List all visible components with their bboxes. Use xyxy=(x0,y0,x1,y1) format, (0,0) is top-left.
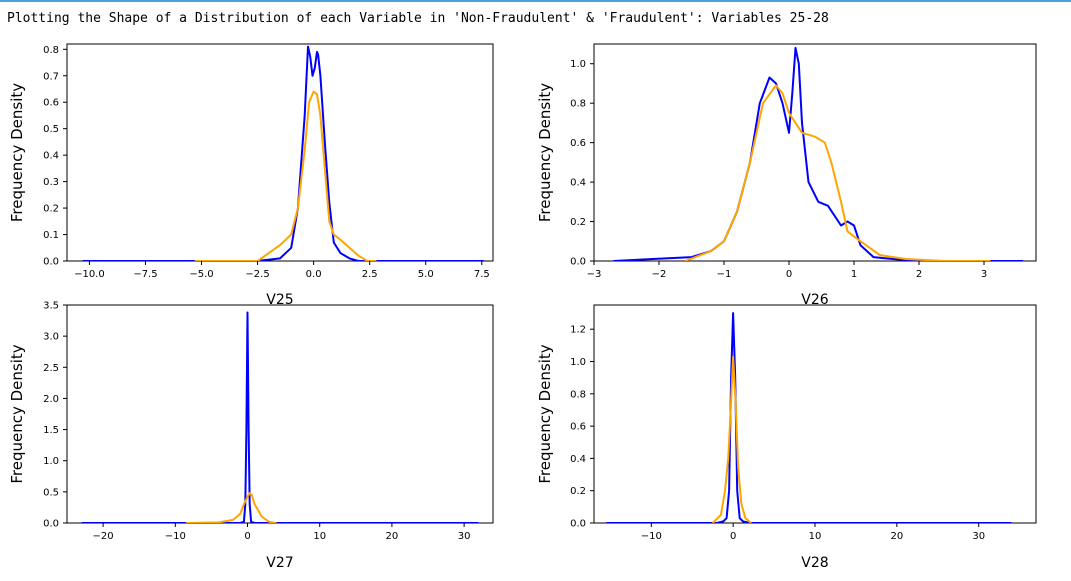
x-tick-label: 0.0 xyxy=(306,269,322,280)
x-axis-label: V27 xyxy=(266,555,293,571)
y-tick-label: 0.6 xyxy=(570,138,586,149)
chart-v28: −10 0 10 20 30 0.0 0.2 0.4 0.6 0.8 1.0 1.2 V28 Freque… xyxy=(536,304,1037,571)
series-line-orange xyxy=(186,492,277,523)
y-tick-label: 0.2 xyxy=(570,217,586,228)
y-tick-label: 2.5 xyxy=(43,363,59,374)
y-tick-label: 0.8 xyxy=(570,99,586,110)
plot-frame xyxy=(66,43,494,262)
x-tick-label: 10 xyxy=(313,531,326,542)
x-tick-label: −5.0 xyxy=(189,269,213,280)
x-tick-label: 0 xyxy=(786,269,792,280)
y-tick-label: 0.4 xyxy=(43,151,59,162)
x-tick-label: −2.5 xyxy=(245,269,269,280)
x-tick-label: 20 xyxy=(890,531,903,542)
y-tick-label: 0.4 xyxy=(570,178,586,189)
chart-v27: −20 −10 0 10 20 30 0.0 0.5 1.0 1.5 2.0 2.5 3.0 3.5 V27… xyxy=(8,301,494,571)
plot-frame xyxy=(593,43,1037,262)
series-line-orange xyxy=(684,84,991,261)
plot-frame xyxy=(66,304,494,524)
y-tick-label: 1.0 xyxy=(570,59,586,70)
x-tick-label: 30 xyxy=(458,531,471,542)
series-line-blue xyxy=(82,45,484,261)
x-tick-label: −10 xyxy=(165,531,186,542)
y-tick-label: 1.5 xyxy=(43,425,59,436)
output-heading: Plotting the Shape of a Distribution of … xyxy=(7,11,829,26)
y-tick-label: 0.8 xyxy=(43,45,59,56)
x-tick-label: 20 xyxy=(386,531,399,542)
y-axis-label: Frequency Density xyxy=(8,83,26,222)
y-tick-label: 0.0 xyxy=(43,257,59,268)
x-tick-label: 3 xyxy=(981,269,987,280)
y-tick-label: 0.0 xyxy=(570,257,586,268)
y-axis-label: Frequency Density xyxy=(536,83,554,222)
x-axis-label: V28 xyxy=(801,555,828,571)
x-tick-label: 7.5 xyxy=(474,269,490,280)
x-tick-label: 1 xyxy=(851,269,857,280)
y-tick-label: 3.0 xyxy=(43,332,59,343)
y-axis-label: Frequency Density xyxy=(536,344,554,483)
series-line-orange xyxy=(711,355,752,523)
y-tick-label: 0.5 xyxy=(43,124,59,135)
x-tick-label: −10.0 xyxy=(74,269,105,280)
x-tick-label: 0 xyxy=(730,531,736,542)
y-axis-label: Frequency Density xyxy=(8,344,26,483)
x-tick-label: −7.5 xyxy=(133,269,157,280)
chart-v26: −3 −2 −1 0 1 2 3 0.0 0.2 0.4 0.6 0.8 1.0 V26 Frequency… xyxy=(536,43,1037,308)
y-tick-label: 0.5 xyxy=(43,487,59,498)
plot-frame xyxy=(593,304,1037,524)
y-tick-label: 0.0 xyxy=(43,519,59,530)
x-axis-label: V26 xyxy=(801,292,828,308)
chart-v25: −10.0 −7.5 −5.0 −2.5 0.0 2.5 5.0 7.5 0.0 0.1 0.2 0.… xyxy=(8,43,494,308)
x-tick-label: 5.0 xyxy=(418,269,434,280)
x-tick-label: 0 xyxy=(244,531,250,542)
y-tick-label: 1.2 xyxy=(570,325,586,336)
series-line-blue xyxy=(613,46,1023,261)
series-line-blue xyxy=(81,311,479,523)
y-tick-label: 0.2 xyxy=(43,204,59,215)
y-tick-label: 0.6 xyxy=(43,98,59,109)
x-tick-label: −20 xyxy=(93,531,114,542)
series-line-orange xyxy=(194,90,377,261)
y-tick-label: 0.8 xyxy=(570,389,586,400)
x-tick-label: −1 xyxy=(717,269,732,280)
x-tick-label: −2 xyxy=(652,269,667,280)
y-tick-label: 0.6 xyxy=(570,422,586,433)
x-tick-label: 2.5 xyxy=(362,269,378,280)
y-tick-label: 0.2 xyxy=(570,486,586,497)
top-border xyxy=(0,0,1071,2)
x-tick-label: 10 xyxy=(809,531,822,542)
y-tick-label: 0.4 xyxy=(570,454,586,465)
y-tick-label: 0.3 xyxy=(43,177,59,188)
y-tick-label: 0.7 xyxy=(43,71,59,82)
y-tick-label: 3.5 xyxy=(43,301,59,312)
x-tick-label: 2 xyxy=(916,269,922,280)
y-tick-label: 1.0 xyxy=(570,357,586,368)
x-tick-label: −10 xyxy=(641,531,662,542)
series-line-blue xyxy=(606,312,1012,523)
x-tick-label: 30 xyxy=(972,531,985,542)
y-tick-label: 0.1 xyxy=(43,230,59,241)
x-tick-label: −3 xyxy=(587,269,602,280)
y-tick-label: 2.0 xyxy=(43,394,59,405)
x-axis-label: V25 xyxy=(266,292,293,308)
y-tick-label: 0.0 xyxy=(570,519,586,530)
y-tick-label: 1.0 xyxy=(43,456,59,467)
